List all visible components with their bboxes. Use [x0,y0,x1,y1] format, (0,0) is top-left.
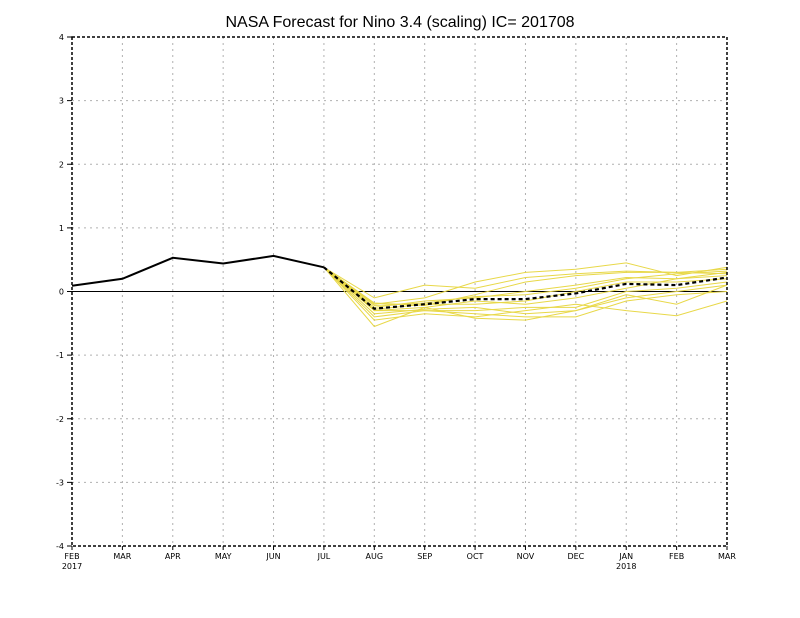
y-tick-label: 4 [59,33,64,42]
x-tick-label: JUN [265,552,280,561]
x-year-label: 2017 [62,562,82,571]
grid-layer [72,37,727,546]
ensemble-member-line [323,266,728,312]
x-tick-label: FEB [64,552,79,561]
x-tick-label: DEC [567,552,584,561]
chart-title: NASA Forecast for Nino 3.4 (scaling) IC=… [225,14,574,31]
ensemble-member-line [323,266,728,307]
x-tick-label: SEP [417,552,432,561]
ensemble-member-line [323,266,728,308]
x-tick-label: AUG [366,552,384,561]
ensemble-member-line [323,266,728,315]
observed-line [71,254,325,287]
x-tick-label: NOV [517,552,535,561]
y-tick-label: -4 [56,542,64,551]
x-tick-label: FEB [669,552,684,561]
y-tick-label: -2 [56,415,64,424]
series-layer [71,254,728,328]
ensemble-mean-line [323,266,728,310]
x-tick-label: JAN [618,552,633,561]
x-year-label: 2018 [616,562,636,571]
ensemble-member-line [323,266,728,318]
x-tick-label: OCT [467,552,484,561]
y-tick-label: -1 [56,351,64,360]
y-tick-label: 0 [59,288,64,297]
y-tick-label: -3 [56,478,64,487]
y-tick-label: 2 [59,160,64,169]
frame-layer [71,36,728,547]
ensemble-member-line [323,262,728,305]
plot-frame [71,36,728,547]
y-tick-label: 1 [59,224,64,233]
x-tick-label: JUL [317,552,331,561]
ensemble-member-line [323,266,728,321]
ensemble-member-line [323,266,728,312]
y-tick-label: 3 [59,97,64,106]
ensemble-member-line [323,266,728,328]
x-tick-label: APR [165,552,181,561]
x-tick-label: MAY [215,552,232,561]
ensemble-member-line [323,266,728,307]
x-tick-label: MAR [718,552,736,561]
x-tick-label: MAR [113,552,131,561]
